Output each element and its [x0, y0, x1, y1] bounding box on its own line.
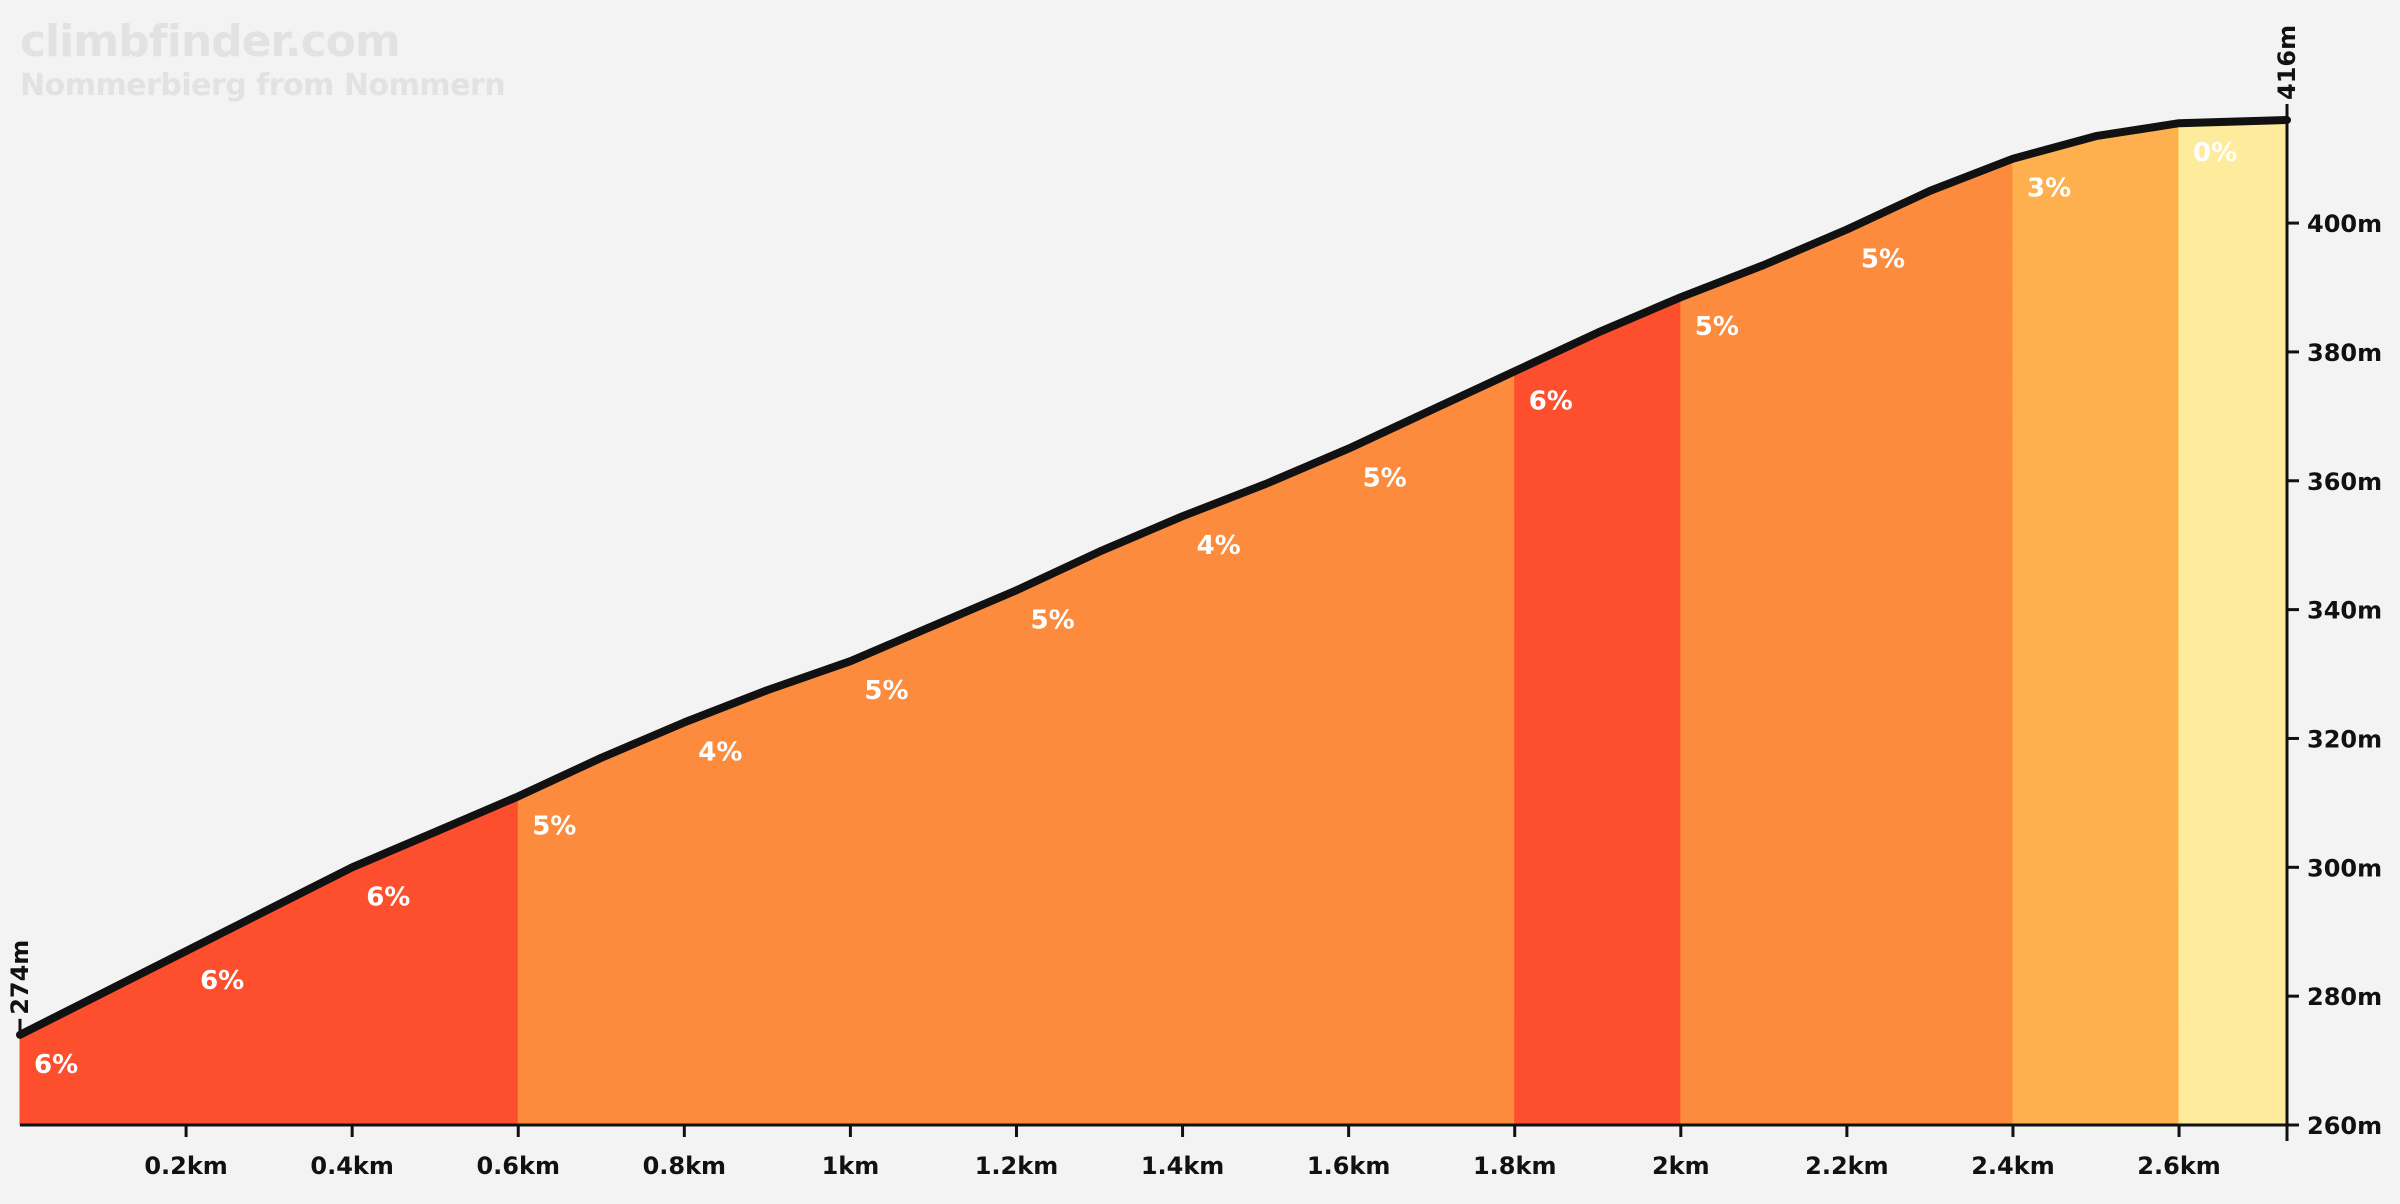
grade-label: 6% — [200, 966, 244, 996]
grade-label: 6% — [1529, 386, 1573, 416]
start-elevation-label: 274m — [6, 940, 34, 1015]
segment-fill-13 — [2012, 122, 2180, 1126]
segment-fill-3 — [351, 795, 519, 1126]
x-tick-label: 0.6km — [476, 1152, 559, 1180]
grade-label: 5% — [864, 676, 908, 706]
grade-label: 4% — [1197, 531, 1241, 561]
segment-fill-12 — [1846, 157, 2014, 1126]
y-tick-label: 280m — [2307, 983, 2382, 1011]
grade-label: 5% — [1695, 312, 1739, 342]
y-tick-label: 320m — [2307, 725, 2382, 753]
y-tick-label: 360m — [2307, 468, 2382, 496]
x-tick-label: 0.8km — [643, 1152, 726, 1180]
profile-line — [16, 116, 2291, 1039]
x-tick-label: 1.8km — [1473, 1152, 1556, 1180]
grade-label: 5% — [532, 811, 576, 841]
profile-line-group — [16, 116, 2291, 1039]
y-tick-label: 400m — [2307, 210, 2382, 238]
site-logo-text: climbfinder.com — [20, 16, 401, 67]
axes: 0.2km 0.4km 0.6km 0.8km 1km 1.2km 1.4km 1.6km 1.… — [6, 25, 2382, 1180]
y-tick-label: 260m — [2307, 1112, 2382, 1140]
x-tick-label: 1.2km — [975, 1152, 1058, 1180]
grade-label: 3% — [2027, 174, 2071, 204]
climb-title: Nommerbierg from Nommern — [20, 68, 506, 103]
x-tick-label: 2.4km — [1971, 1152, 2054, 1180]
grade-label: 5% — [1861, 245, 1905, 275]
x-tick-label: 0.2km — [144, 1152, 227, 1180]
segment-fill-11 — [1680, 228, 1848, 1126]
x-tick-label: 2.6km — [2137, 1152, 2220, 1180]
grade-labels: 6% 6% 6% 5% 4% 5% 5% 4% 5% 6% 5% 5% 3% 0% — [34, 138, 2237, 1080]
grade-label: 6% — [34, 1050, 78, 1080]
segment-fill-5 — [683, 660, 851, 1126]
x-tick-label: 2.2km — [1805, 1152, 1888, 1180]
x-tick-label: 1km — [822, 1152, 880, 1180]
x-tick-label: 0.4km — [310, 1152, 393, 1180]
x-tick-label: 1.4km — [1141, 1152, 1224, 1180]
y-tick-label: 300m — [2307, 854, 2382, 882]
y-tick-label: 380m — [2307, 339, 2382, 367]
grade-label: 0% — [2193, 138, 2237, 168]
grade-segment-fills — [19, 119, 2288, 1126]
x-tick-label: 2km — [1652, 1152, 1710, 1180]
grade-label: 6% — [366, 882, 410, 912]
segment-fill-1 — [19, 950, 187, 1126]
segment-fill-6 — [849, 589, 1018, 1126]
grade-label: 5% — [1363, 464, 1407, 494]
grade-label: 4% — [698, 737, 742, 767]
grade-label: 5% — [1031, 605, 1075, 635]
segment-fill-14 — [2178, 119, 2288, 1126]
segment-fill-10 — [1514, 296, 1682, 1126]
x-tick-label: 1.6km — [1307, 1152, 1390, 1180]
end-elevation-label: 416m — [2273, 25, 2301, 100]
y-tick-label: 340m — [2307, 597, 2382, 625]
